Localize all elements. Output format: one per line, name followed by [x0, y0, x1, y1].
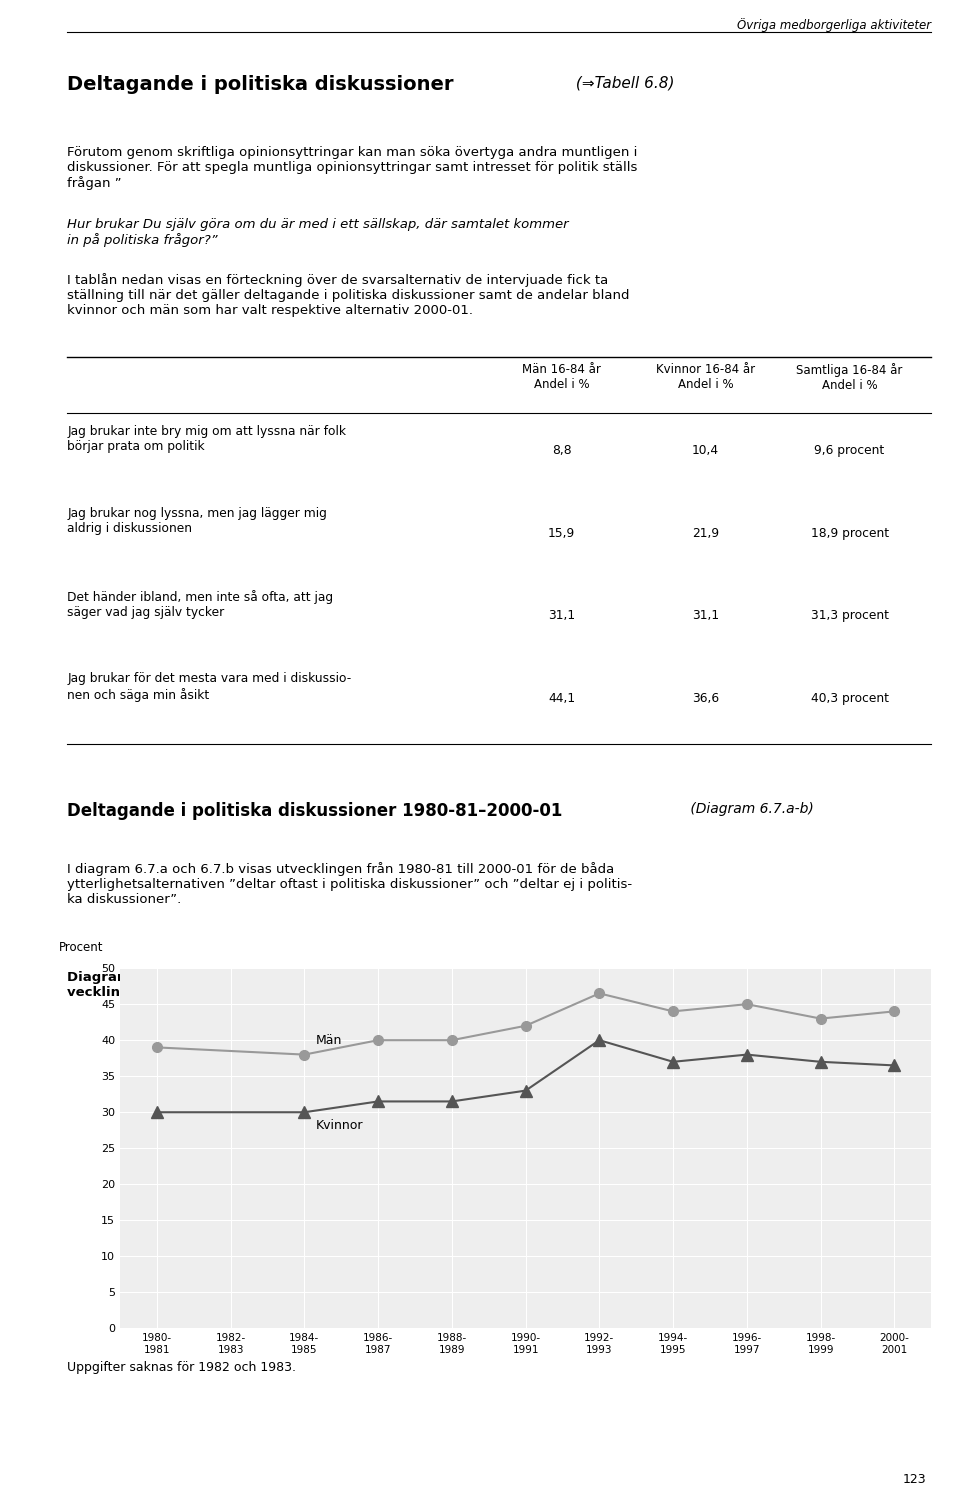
Text: Hur brukar Du själv göra om du är med i ett sällskap, där samtalet kommer
in på : Hur brukar Du själv göra om du är med i … [67, 218, 569, 246]
Text: (Diagram 6.7.a-b): (Diagram 6.7.a-b) [686, 802, 814, 815]
Text: 9,6 procent: 9,6 procent [814, 444, 885, 458]
Text: 15,9: 15,9 [548, 527, 575, 540]
Text: Deltagande i politiska diskussioner 1980-81–2000-01: Deltagande i politiska diskussioner 1980… [67, 802, 563, 820]
Text: I tablån nedan visas en förteckning över de svarsalternativ de intervjuade fick : I tablån nedan visas en förteckning över… [67, 273, 630, 317]
Text: Procent: Procent [60, 941, 104, 953]
Text: Jag brukar nog lyssna, men jag lägger mig
aldrig i diskussionen: Jag brukar nog lyssna, men jag lägger mi… [67, 507, 327, 536]
Text: Kvinnor 16-84 år
Andel i %: Kvinnor 16-84 år Andel i % [656, 363, 756, 392]
Text: Män: Män [316, 1034, 342, 1048]
Text: 21,9: 21,9 [692, 527, 719, 540]
Text: (⇒Tabell 6.8): (⇒Tabell 6.8) [571, 75, 675, 90]
Text: 31,1: 31,1 [548, 609, 575, 623]
Text: 44,1: 44,1 [548, 692, 575, 705]
Text: 10,4: 10,4 [692, 444, 719, 458]
Text: I diagram 6.7.a och 6.7.b visas utvecklingen från 1980-81 till 2000-01 för de bå: I diagram 6.7.a och 6.7.b visas utveckli… [67, 862, 633, 905]
Text: Jag brukar inte bry mig om att lyssna när folk
börjar prata om politik: Jag brukar inte bry mig om att lyssna nä… [67, 425, 347, 453]
Text: 40,3 procent: 40,3 procent [810, 692, 889, 705]
Text: Övriga medborgerliga aktiviteter: Övriga medborgerliga aktiviteter [737, 18, 931, 32]
Text: Samtliga 16-84 år
Andel i %: Samtliga 16-84 år Andel i % [797, 363, 902, 392]
Text: 18,9 procent: 18,9 procent [810, 527, 889, 540]
Text: 8,8: 8,8 [552, 444, 571, 458]
Text: 123: 123 [902, 1472, 926, 1486]
Text: Deltagande i politiska diskussioner: Deltagande i politiska diskussioner [67, 75, 454, 95]
Text: Jag brukar för det mesta vara med i diskussio-
nen och säga min åsikt: Jag brukar för det mesta vara med i disk… [67, 672, 351, 701]
Text: 36,6: 36,6 [692, 692, 719, 705]
Text: 31,1: 31,1 [692, 609, 719, 623]
Text: Diagram 6.7.a  Deltar oftast i politiska diskussioner. Män resp. kvinnor 16-84 å: Diagram 6.7.a Deltar oftast i politiska … [67, 970, 698, 1000]
Text: Män 16-84 år
Andel i %: Män 16-84 år Andel i % [522, 363, 601, 392]
Text: Uppgifter saknas för 1982 och 1983.: Uppgifter saknas för 1982 och 1983. [67, 1361, 297, 1375]
Text: Det händer ibland, men inte så ofta, att jag
säger vad jag själv tycker: Det händer ibland, men inte så ofta, att… [67, 590, 333, 618]
Text: Kvinnor: Kvinnor [316, 1120, 363, 1132]
Text: Förutom genom skriftliga opinionsyttringar kan man söka övertyga andra muntligen: Förutom genom skriftliga opinionsyttring… [67, 146, 637, 189]
Text: 31,3 procent: 31,3 procent [810, 609, 889, 623]
